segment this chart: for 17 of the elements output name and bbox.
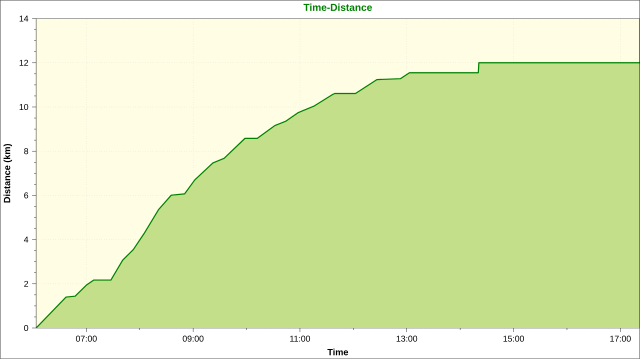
y-tick-label: 0 — [24, 325, 28, 332]
x-tick-label: 11:00 — [290, 336, 310, 342]
x-tick-label: 07:00 — [76, 336, 97, 342]
y-tick-label: 4 — [24, 236, 28, 243]
x-axis-title: Time — [327, 348, 348, 356]
y-tick-label: 12 — [20, 60, 28, 66]
y-tick-label: 10 — [20, 104, 28, 110]
x-tick-label: 17:00 — [610, 336, 631, 342]
y-axis-title: Distance (km) — [4, 144, 12, 203]
x-tick-label: 15:00 — [503, 336, 524, 342]
y-tick-label: 14 — [20, 16, 28, 22]
x-tick-label: 13:00 — [396, 336, 418, 342]
y-tick-label: 2 — [24, 280, 28, 287]
chart-title: Time-Distance — [304, 4, 372, 12]
y-tick-label: 8 — [24, 148, 28, 154]
y-tick-label: 6 — [24, 192, 28, 198]
x-tick-label: 09:00 — [182, 336, 204, 342]
